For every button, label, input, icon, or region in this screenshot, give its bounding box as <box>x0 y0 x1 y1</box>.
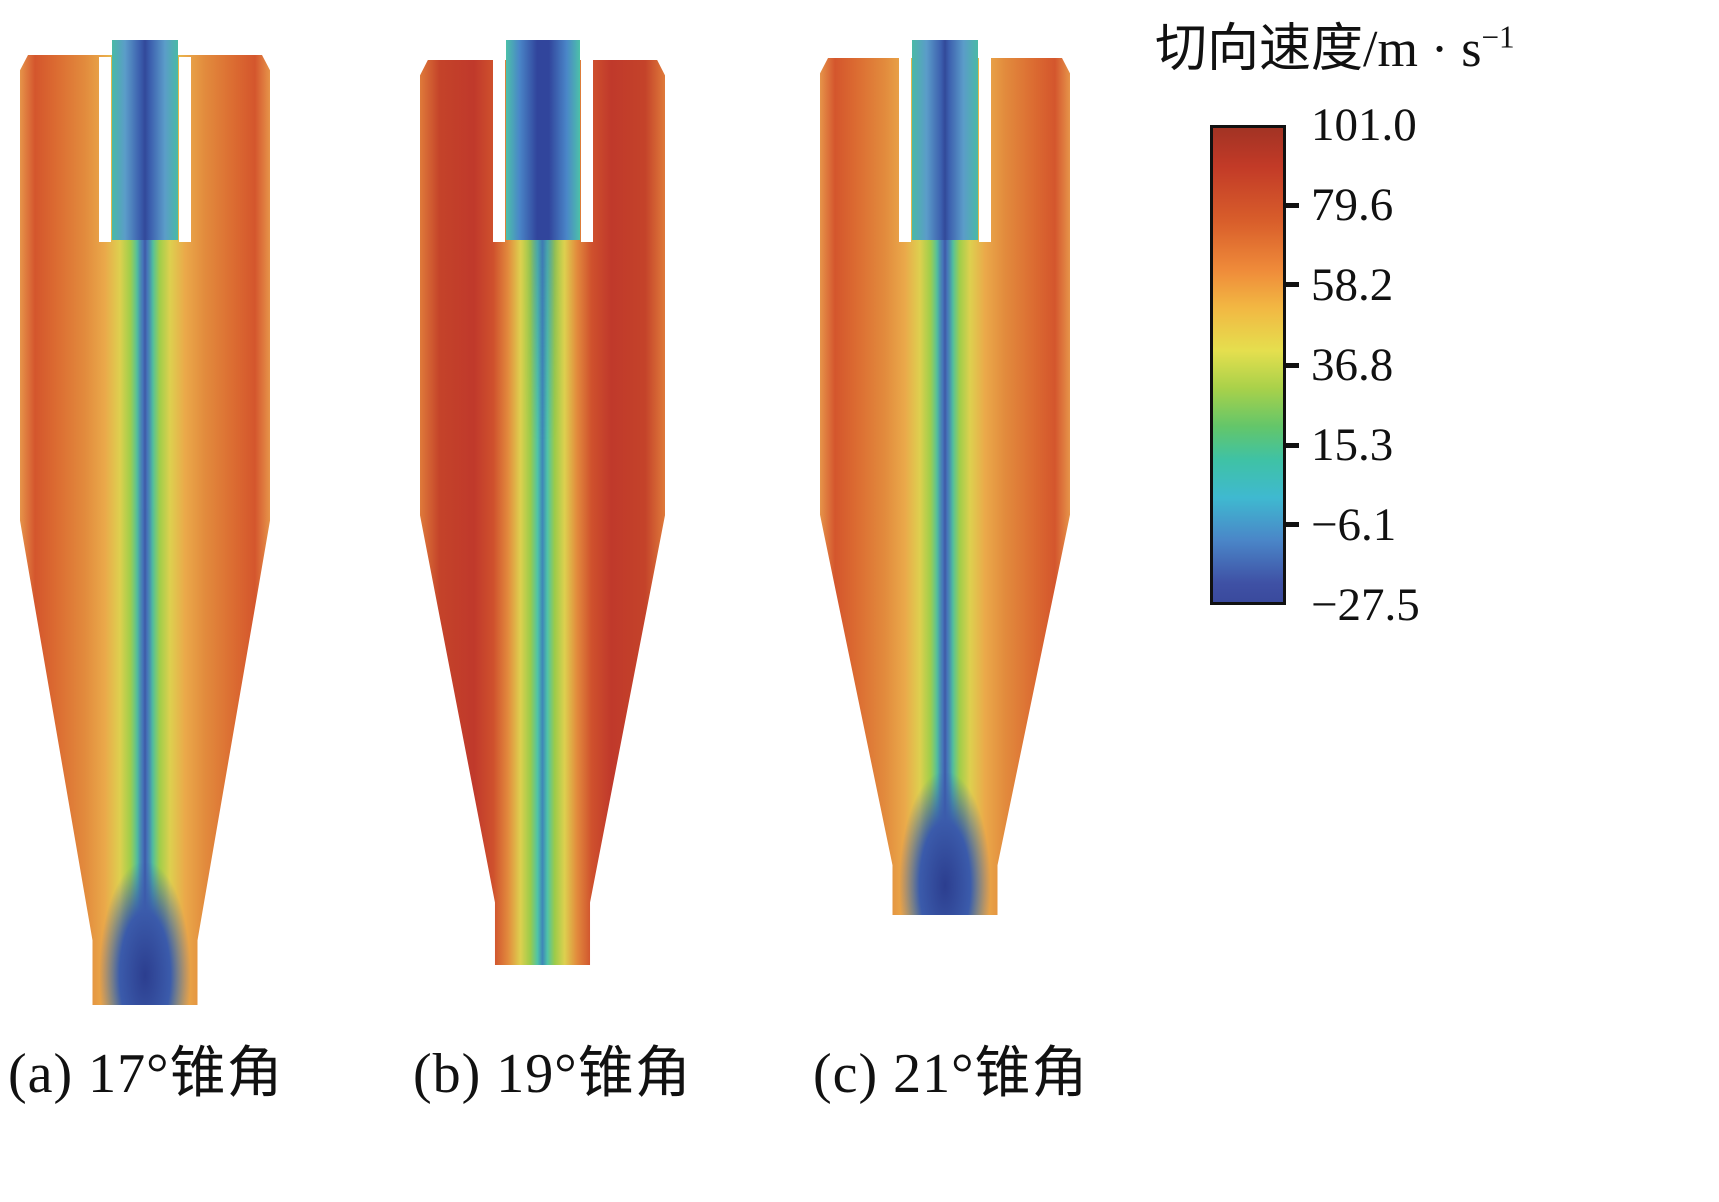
tick-mark <box>1284 282 1299 288</box>
tick-label: 58.2 <box>1311 258 1394 311</box>
tick-label: −27.5 <box>1311 579 1420 631</box>
caption-panel-a: (a) 17°锥角 <box>8 1043 284 1105</box>
vortex-finder-wall-right-c <box>979 57 991 242</box>
legend-title: 切向速度/m · s−1 <box>1155 6 1515 81</box>
tick-label: 79.6 <box>1311 179 1394 231</box>
vortex-finder-a <box>112 40 178 240</box>
vortex-finder-wall-right-a <box>179 57 191 242</box>
cyclone-contour-a <box>20 40 270 1010</box>
colorbar-tick: −6.1 <box>1284 498 1396 552</box>
tick-mark <box>1284 522 1299 528</box>
cyclone-contour-b <box>420 40 665 970</box>
tick-mark <box>1284 202 1299 208</box>
vortex-finder-c <box>912 40 978 240</box>
tick-label: 101.0 <box>1311 99 1417 151</box>
colorbar-tick: 58.2 <box>1284 258 1393 312</box>
bottom-core-blob-a <box>100 863 190 1005</box>
colorbar-tick-labels: 101.0 79.6 58.2 36.8 15.3 −6.1 −27.5 <box>1284 99 1504 631</box>
colorbar-tick: 101.0 <box>1284 98 1417 152</box>
vortex-finder-b <box>505 40 580 240</box>
vortex-core-overlay-c <box>940 58 950 915</box>
vortex-finder-wall-right-b <box>580 57 593 242</box>
vortex-finder-wall-left-a <box>99 57 111 242</box>
cyclone-contour-c <box>820 40 1070 920</box>
colorbar-tick: 79.6 <box>1284 178 1393 232</box>
vortex-finder-wall-left-b <box>492 57 505 242</box>
caption-panel-c: (c) 21°锥角 <box>813 1043 1089 1105</box>
tick-label: −6.1 <box>1311 498 1397 551</box>
caption-panel-b: (b) 19°锥角 <box>413 1043 692 1105</box>
vortex-finder-wall-left-c <box>899 57 911 242</box>
colorbar-tick: 15.3 <box>1284 418 1393 472</box>
bottom-core-blob-c <box>900 773 990 915</box>
legend-title-exponent: −1 <box>1481 19 1515 55</box>
colorbar <box>1210 125 1286 605</box>
colorbar-tick: −27.5 <box>1284 578 1420 632</box>
legend-title-text: 切向速度/m · s <box>1155 21 1482 78</box>
tick-label: 15.3 <box>1311 419 1394 471</box>
colorbar-tick: 36.8 <box>1284 338 1393 392</box>
tick-label: 36.8 <box>1311 339 1394 391</box>
vortex-core-overlay-a <box>140 55 150 1005</box>
tick-mark <box>1284 442 1299 448</box>
tick-mark <box>1284 362 1299 368</box>
